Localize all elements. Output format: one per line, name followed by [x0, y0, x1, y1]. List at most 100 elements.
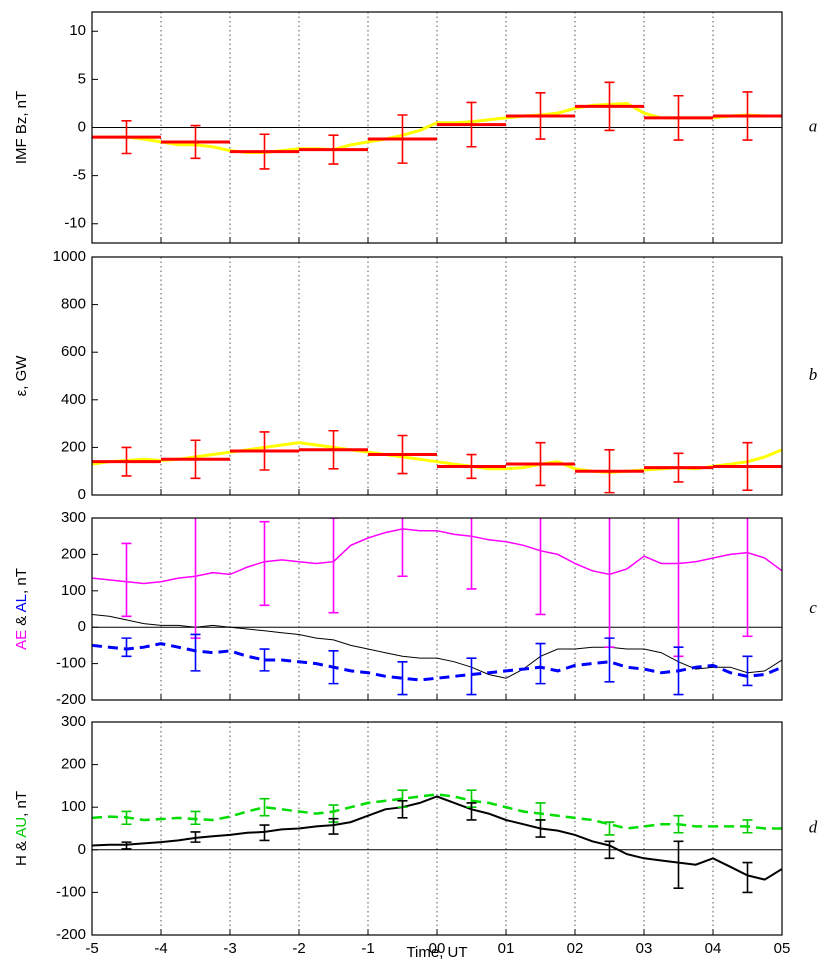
error-bar: [535, 441, 546, 487]
error-bar: [259, 520, 270, 607]
plot-area: [92, 518, 782, 696]
y-axis-label: AE & AL, nT: [13, 568, 30, 650]
error-bar: [535, 92, 546, 140]
y-label-part: H: [13, 855, 30, 866]
y-label-part: &: [13, 841, 30, 851]
error-bar: [190, 810, 201, 826]
error-bar: [535, 819, 546, 838]
error-bar: [259, 648, 270, 672]
error-bar: [742, 518, 753, 638]
error-bar: [604, 81, 615, 132]
error-bar: [742, 441, 753, 492]
y-tick-label: 0: [78, 841, 86, 858]
y-tick-label: 1000: [53, 248, 86, 265]
error-bar: [397, 800, 408, 819]
x-tick-label: -2: [292, 940, 305, 957]
error-bar: [673, 518, 684, 658]
error-bar: [535, 802, 546, 821]
plot-area: [92, 789, 782, 894]
error-bar: [466, 101, 477, 148]
y-label-part: IMF Bz, nT: [13, 91, 30, 164]
x-tick-label: 01: [498, 940, 515, 957]
y-tick-label: -100: [56, 655, 86, 672]
y-axis-label: IMF Bz, nT: [13, 91, 30, 164]
x-tick-label: -3: [223, 940, 236, 957]
x-tick-label: -5: [85, 940, 98, 957]
y-tick-label: 800: [61, 296, 86, 313]
y-tick-label: 200: [61, 545, 86, 562]
frame: [91, 11, 783, 244]
y-tick-label: 200: [61, 756, 86, 773]
plot-area: [92, 429, 782, 494]
series-line: [92, 614, 782, 679]
x-axis-label: Time, UT: [406, 944, 467, 961]
y-axis-label: H & AU, nT: [13, 791, 30, 866]
error-bar: [742, 655, 753, 687]
error-bar: [190, 831, 201, 843]
frame: [91, 256, 783, 496]
error-bar: [328, 134, 339, 165]
panel-label: d: [809, 817, 818, 836]
y-tick-label: -200: [56, 691, 86, 708]
error-bar: [604, 840, 615, 860]
frame: [91, 517, 783, 701]
x-tick-label: -1: [361, 940, 374, 957]
y-label-part: &: [13, 616, 30, 626]
error-bar: [328, 817, 339, 835]
y-label-part: AL: [13, 594, 30, 612]
error-bar: [397, 114, 408, 164]
error-bar: [535, 642, 546, 685]
error-bar: [673, 452, 684, 483]
error-bar: [742, 91, 753, 141]
error-bar: [121, 446, 132, 477]
series-line: [92, 793, 782, 830]
x-tick-label: 05: [774, 940, 791, 957]
error-bar: [121, 119, 132, 155]
y-tick-label: 300: [61, 509, 86, 526]
error-bar: [328, 650, 339, 685]
error-bar: [742, 861, 753, 894]
y-label-part: ε, GW: [13, 355, 30, 397]
error-bar: [121, 810, 132, 826]
error-bar: [121, 542, 132, 618]
y-tick-label: 0: [78, 118, 86, 135]
error-bar: [121, 637, 132, 658]
y-tick-label: -5: [73, 167, 86, 184]
error-bar: [604, 637, 615, 683]
error-bar: [742, 819, 753, 834]
error-bar: [190, 439, 201, 480]
error-bar: [328, 429, 339, 470]
error-bar: [259, 431, 270, 471]
y-tick-label: 100: [61, 582, 86, 599]
panel: -200 -100 0 100 200 300 c AE & AL, nT: [13, 509, 817, 708]
y-tick-label: 100: [61, 798, 86, 815]
y-label-part: AU: [13, 817, 30, 838]
frame: [91, 721, 783, 936]
x-tick-label: 04: [705, 940, 722, 957]
y-tick-label: -10: [64, 215, 86, 232]
x-tick-label: -4: [154, 940, 167, 957]
error-bar: [190, 124, 201, 160]
y-tick-label: 600: [61, 343, 86, 360]
y-label-part: , nT: [13, 791, 30, 817]
y-label-part: , nT: [13, 568, 30, 594]
y-tick-label: 300: [61, 713, 86, 730]
error-bar: [466, 802, 477, 821]
error-bar: [535, 518, 546, 616]
series-line: [92, 642, 782, 682]
y-tick-label: -100: [56, 883, 86, 900]
y-tick-label: 5: [78, 70, 86, 87]
x-tick-label: 03: [636, 940, 653, 957]
y-tick-label: 10: [69, 22, 86, 39]
series-line: [92, 795, 782, 881]
y-tick-label: -200: [56, 926, 86, 943]
error-bar: [259, 797, 270, 817]
error-bar: [673, 814, 684, 834]
panel-label: a: [809, 116, 818, 135]
error-bar: [190, 633, 201, 672]
error-bar: [466, 657, 477, 696]
y-tick-label: 200: [61, 438, 86, 455]
error-bar: [673, 94, 684, 141]
error-bar: [259, 824, 270, 842]
